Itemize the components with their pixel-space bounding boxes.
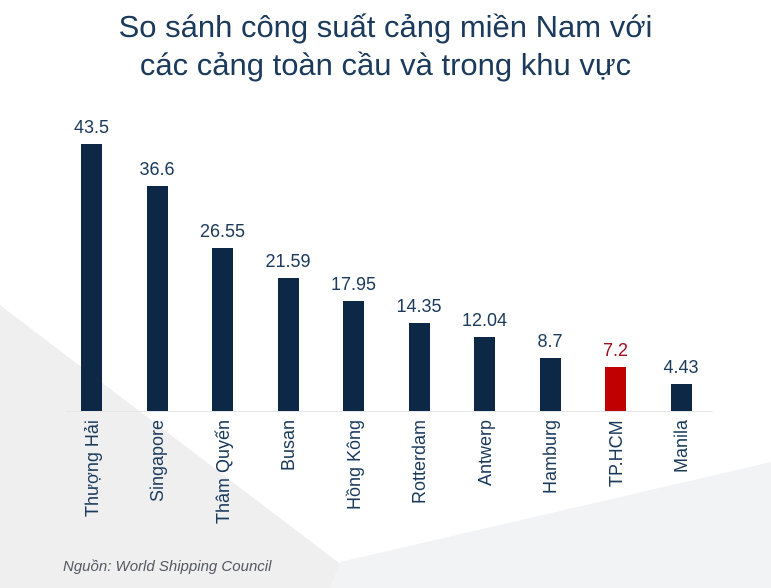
category-label: Hamburg	[540, 419, 560, 494]
category-label: Thượng Hải	[81, 420, 102, 517]
value-label: 12.04	[461, 310, 508, 330]
value-label: 21.59	[265, 251, 311, 271]
bar-singapore	[146, 186, 168, 411]
category-label: Manila	[671, 419, 691, 473]
bar-th-m-quy-n	[212, 248, 233, 411]
bar-hamburg	[539, 358, 561, 411]
bar-antwerp	[474, 337, 495, 411]
value-label: 26.55	[199, 221, 246, 241]
bar-manila	[670, 384, 692, 411]
bar-th-ng-h-i	[81, 144, 102, 411]
value-label: 14.35	[396, 296, 442, 316]
value-label: 7.2	[602, 340, 629, 360]
bar-h-ng-k-ng	[343, 301, 364, 411]
value-label: 8.7	[537, 331, 563, 351]
value-label: 36.6	[139, 159, 175, 179]
category-label: Hồng Kông	[343, 419, 364, 510]
category-label: Antwerp	[474, 419, 495, 486]
bar-rotterdam	[408, 323, 430, 411]
value-label: 17.95	[330, 274, 377, 294]
chart-title-line-2: các cảng toàn cầu và trong khu vực	[139, 47, 632, 82]
chart-title: So sánh công suất cảng miền Nam với các …	[0, 8, 771, 84]
category-label: Singapore	[147, 419, 167, 502]
value-label: 4.43	[663, 357, 699, 377]
category-label: TP.HCM	[605, 420, 626, 487]
chart-title-line-1: So sánh công suất cảng miền Nam với	[118, 9, 653, 44]
category-label: Rotterdam	[409, 419, 429, 504]
category-label: Busan	[278, 419, 298, 471]
value-label: 43.5	[73, 117, 110, 137]
bar-tp-hcm	[605, 367, 626, 411]
category-label: Thâm Quyến	[212, 419, 233, 524]
x-axis-line	[66, 411, 713, 412]
bar-busan	[277, 278, 299, 411]
source-note: Nguồn: World Shipping Council	[63, 558, 272, 575]
